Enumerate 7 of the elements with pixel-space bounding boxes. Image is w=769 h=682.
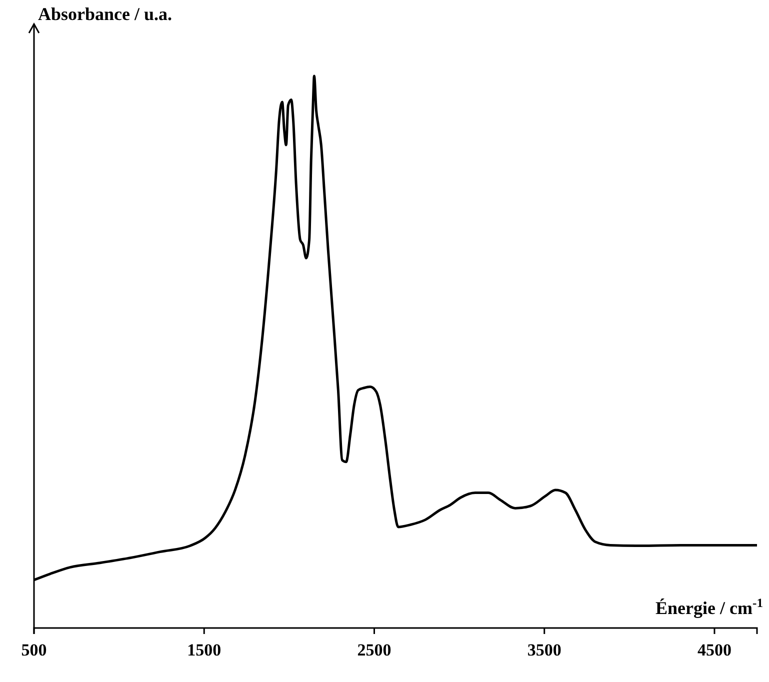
x-tick-label: 4500 (697, 640, 732, 660)
x-axis-title: Énergie / cm$^{-1}$ (656, 596, 763, 618)
x-tick-label: 2500 (357, 640, 392, 660)
x-tick-label: 3500 (527, 640, 562, 660)
y-axis-title: Absorbance / u.a. (38, 4, 172, 24)
x-tick-label: 500 (21, 640, 47, 660)
x-tick-label: 1500 (187, 640, 222, 660)
